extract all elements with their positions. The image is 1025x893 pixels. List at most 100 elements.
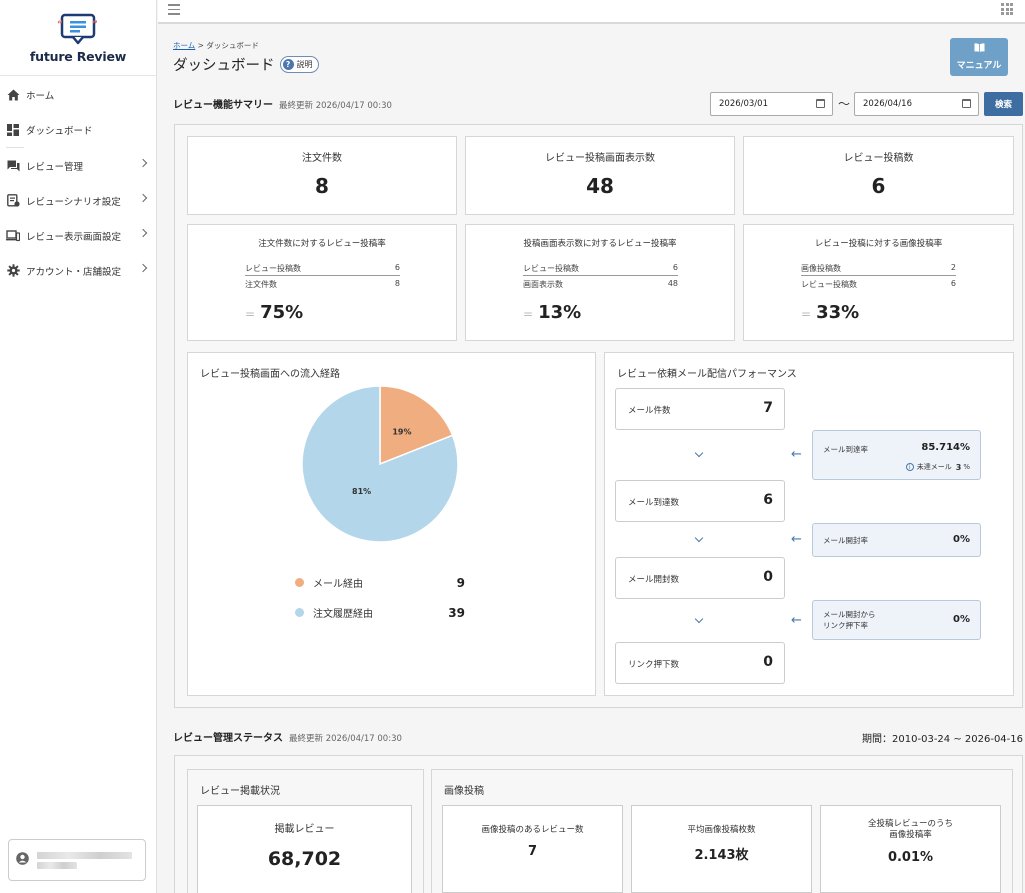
sidebar-item-label: レビューシナリオ設定 (26, 196, 121, 208)
account-circle-icon (16, 852, 29, 868)
help-label: 説明 (296, 60, 313, 69)
date-to-input[interactable]: 2026/04/16 (854, 92, 979, 116)
rate-result: = 13% (523, 302, 581, 323)
legend-value: 39 (448, 605, 465, 620)
image-rate-card: 全投稿レビューのうち 画像投稿率 0.01% (820, 805, 1001, 893)
sidebar-item-review[interactable]: レビュー管理 (0, 148, 156, 183)
denominator-label: レビュー投稿数 (801, 280, 857, 289)
logo[interactable]: “ ” future Review (0, 0, 156, 76)
stat-card-page-views: レビュー投稿画面表示数 48 (465, 136, 735, 215)
calendar-icon[interactable] (962, 99, 971, 108)
user-menu[interactable] (8, 839, 146, 881)
mini-label-line1: 全投稿レビューのうち (867, 819, 953, 829)
rate-numerator: 画像投稿数 2 (801, 263, 956, 274)
pie-slice-0[interactable] (379, 386, 454, 466)
legend-item-order-history: 注文履歴経由 39 (295, 605, 465, 620)
equals-sign: = (523, 307, 534, 321)
image-review-count-card: 画像投稿のあるレビュー数 7 (442, 805, 623, 893)
breadcrumb-home-link[interactable]: ホーム (173, 41, 196, 50)
sidebar-item-display[interactable]: レビュー表示画面設定 (0, 218, 156, 253)
info-icon: i (905, 463, 914, 471)
sidebar-item-dashboard[interactable]: ダッシュボード (0, 112, 156, 147)
numerator-label: 画像投稿数 (801, 264, 841, 273)
search-button[interactable]: 検索 (984, 92, 1023, 116)
rate-card-view-review: 投稿画面表示数に対するレビュー投稿率 レビュー投稿数 6 画面表示数 48 = 13% (465, 224, 735, 341)
legend-label: メール経由 (313, 579, 363, 590)
stat-value: 8 (315, 174, 329, 198)
denominator-value: 8 (394, 279, 400, 288)
denominator-label: 注文件数 (245, 280, 277, 289)
dashboard-icon (6, 123, 20, 137)
logo-text: future Review (29, 49, 127, 64)
denominator-value: 6 (950, 279, 956, 288)
chevron-down-icon (694, 533, 704, 543)
denominator-value: 48 (667, 279, 678, 288)
step-value: 0 (763, 569, 773, 585)
legend-label: 注文履歴経由 (313, 609, 373, 620)
stat-card-reviews: レビュー投稿数 6 (743, 136, 1014, 215)
help-button[interactable]: ? 説明 (279, 56, 319, 73)
step-label: メール到達数 (628, 498, 680, 508)
mini-label-line2: 画像投稿率 (889, 830, 932, 840)
review-icon (6, 159, 20, 173)
mail-step-delivered: メール到達数 6 (615, 480, 785, 522)
date-from-input[interactable]: 2026/03/01 (710, 92, 833, 116)
published-review-card: 掲載レビュー 68,702 (197, 805, 412, 893)
menu-icon[interactable] (168, 4, 180, 15)
mini-value: 0.01% (887, 850, 934, 865)
mini-label: 平均画像投稿枚数 (687, 825, 756, 835)
sidebar-item-scenario[interactable]: レビューシナリオ設定 (0, 183, 156, 218)
logo-icon: “ ” (55, 12, 101, 46)
mini-label: 全投稿レビューのうち 画像投稿率 (821, 819, 1000, 841)
status-title: レビュー管理ステータス (173, 733, 283, 744)
page-title-text: ダッシュボード (173, 58, 275, 74)
sidebar-item-account[interactable]: アカウント・店舗設定 (0, 253, 156, 288)
rate-denominator: レビュー投稿数 6 (801, 279, 956, 290)
rate-result: = 33% (801, 302, 859, 323)
chevron-right-icon (138, 193, 148, 203)
publish-status-card: レビュー掲載状況 掲載レビュー 68,702 (187, 769, 424, 893)
manual-button[interactable]: マニュアル (950, 38, 1008, 76)
rate-click: メール開封から リンク押下率 0% (812, 600, 981, 640)
stat-label: レビュー投稿数 (843, 153, 914, 164)
pie-slice-1[interactable] (301, 386, 459, 543)
rate-label-line2: リンク押下率 (823, 621, 868, 630)
rate-denominator: 画面表示数 48 (523, 279, 678, 290)
fraction-line (245, 275, 400, 276)
rate-open: メール開封率 0% (812, 523, 981, 557)
step-value: 0 (763, 654, 773, 670)
rate-title: レビュー投稿に対する画像投稿率 (814, 239, 943, 249)
stat-label: 注文件数 (302, 153, 342, 164)
sidebar-nav: ホーム ダッシュボード レビュー管理 レビューシナリオ設定 (0, 77, 156, 288)
avg-image-count-card: 平均画像投稿枚数 2.143枚 (631, 805, 812, 893)
mini-label: 掲載レビュー (274, 824, 335, 835)
rate-label: メール到達率 (823, 445, 868, 454)
devices-icon (6, 229, 20, 243)
mini-value: 2.143枚 (694, 848, 749, 863)
step-label: メール開封数 (628, 575, 680, 585)
home-icon (6, 88, 20, 102)
step-label: メール件数 (628, 406, 671, 416)
numerator-label: レビュー投稿数 (523, 264, 579, 273)
apps-grid-icon[interactable] (1001, 3, 1013, 15)
step-label: リンク押下数 (628, 660, 680, 670)
sidebar-item-label: アカウント・店舗設定 (26, 266, 122, 278)
summary-title: レビュー機能サマリー (173, 100, 273, 111)
image-post-card: 画像投稿 画像投稿のあるレビュー数 7 平均画像投稿枚数 2.143枚 全投稿レ… (431, 769, 1013, 893)
rate-value: 0% (953, 614, 970, 625)
rate-denominator: 注文件数 8 (245, 279, 400, 290)
arrow-left-icon: ← (791, 532, 802, 547)
sidebar-item-label: ホーム (26, 90, 55, 102)
sidebar-item-label: レビュー表示画面設定 (26, 231, 122, 243)
breadcrumb-separator: > (197, 41, 204, 50)
rate-label: メール開封から リンク押下率 (823, 609, 876, 631)
scenario-icon (6, 194, 20, 208)
sidebar-item-home[interactable]: ホーム (0, 77, 156, 112)
page-title: ダッシュボード ? 説明 (173, 54, 319, 75)
help-icon: ? (282, 59, 294, 70)
publish-title: レビュー掲載状況 (200, 786, 280, 797)
note-unit: % (963, 463, 970, 471)
arrow-left-icon: ← (791, 447, 802, 462)
mail-step-opened: メール開封数 0 (615, 557, 785, 599)
calendar-icon[interactable] (816, 99, 825, 108)
